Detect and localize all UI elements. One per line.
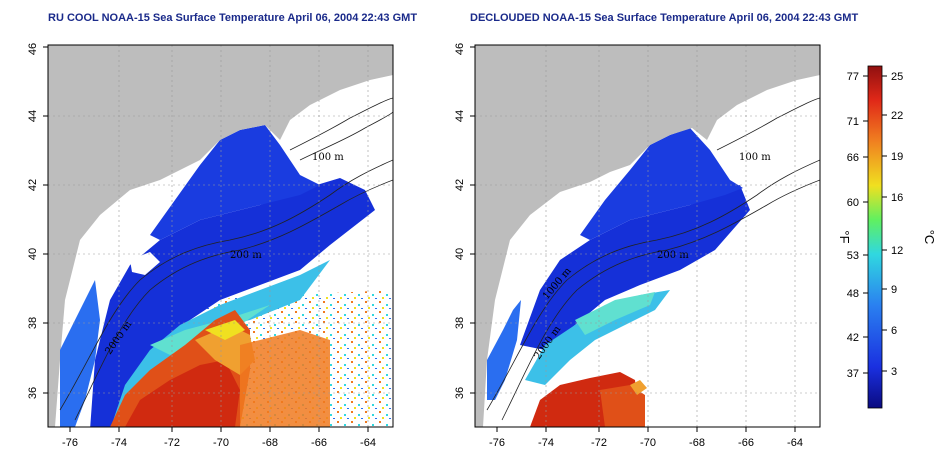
lon-tick-68: -68 [262, 437, 278, 449]
left-sst-map: 100 m 200 m 2000 m -76 -74 -72 -70 -68 -… [27, 43, 394, 449]
lon-tick-74: -74 [538, 437, 554, 449]
unit-celsius: °C [922, 230, 937, 245]
f-tick-60: 60 [847, 197, 859, 209]
colorbar-gradient [867, 65, 883, 409]
lon-tick-64: -64 [360, 437, 376, 449]
lat-tick-38: 38 [27, 317, 39, 329]
lon-tick-74: -74 [111, 437, 127, 449]
cold-shelf-water [90, 178, 375, 427]
temperature-colorbar: 77 71 66 60 53 48 42 37 25 22 19 16 12 9… [837, 65, 937, 409]
left-grid [48, 45, 393, 427]
c-tick-22: 22 [891, 110, 903, 122]
f-tick-37: 37 [847, 368, 859, 380]
lat-tick-36: 36 [454, 387, 466, 399]
lon-tick-66: -66 [738, 437, 754, 449]
f-tick-77: 77 [847, 71, 859, 83]
right-grid [475, 45, 820, 427]
lon-tick-76: -76 [62, 437, 78, 449]
f-tick-48: 48 [847, 288, 859, 300]
c-tick-3: 3 [891, 366, 897, 378]
c-tick-12: 12 [891, 245, 903, 257]
lon-tick-72: -72 [164, 437, 180, 449]
cold-shelf-water [520, 185, 750, 350]
f-tick-42: 42 [847, 332, 859, 344]
lat-tick-44: 44 [27, 110, 39, 122]
lat-tick-46: 46 [454, 43, 466, 55]
lat-tick-44: 44 [454, 110, 466, 122]
contour-label-100m: 100 m [312, 152, 344, 163]
lon-tick-70: -70 [213, 437, 229, 449]
c-tick-6: 6 [891, 325, 897, 337]
lon-tick-76: -76 [489, 437, 505, 449]
land-mass [48, 45, 393, 427]
land-mass [475, 45, 820, 427]
c-tick-25: 25 [891, 71, 903, 83]
lat-tick-38: 38 [454, 317, 466, 329]
lon-tick-66: -66 [311, 437, 327, 449]
lon-tick-70: -70 [640, 437, 656, 449]
lat-tick-36: 36 [27, 387, 39, 399]
contour-label-100m: 100 m [739, 152, 771, 163]
slope-water [525, 290, 670, 385]
contour-label-200m: 200 m [657, 250, 689, 261]
c-tick-9: 9 [891, 284, 897, 296]
lat-tick-42: 42 [27, 179, 39, 191]
lon-tick-64: -64 [787, 437, 803, 449]
lon-tick-72: -72 [591, 437, 607, 449]
lat-tick-40: 40 [454, 248, 466, 260]
lon-tick-68: -68 [689, 437, 705, 449]
slope-water [111, 260, 330, 427]
right-sst-map: 100 m 200 m 1000 m 2000 m -76 -74 -72 -7… [454, 43, 821, 449]
f-tick-66: 66 [847, 152, 859, 164]
f-tick-71: 71 [847, 116, 859, 128]
unit-fahrenheit: °F [837, 230, 852, 243]
f-tick-53: 53 [847, 250, 859, 262]
lat-tick-46: 46 [27, 43, 39, 55]
lat-tick-40: 40 [27, 248, 39, 260]
c-tick-16: 16 [891, 192, 903, 204]
lat-tick-42: 42 [454, 179, 466, 191]
contour-label-200m: 200 m [230, 250, 262, 261]
right-map-title: DECLOUDED NOAA-15 Sea Surface Temperatur… [470, 12, 859, 24]
left-map-title: RU COOL NOAA-15 Sea Surface Temperature … [48, 12, 418, 24]
c-tick-19: 19 [891, 151, 903, 163]
